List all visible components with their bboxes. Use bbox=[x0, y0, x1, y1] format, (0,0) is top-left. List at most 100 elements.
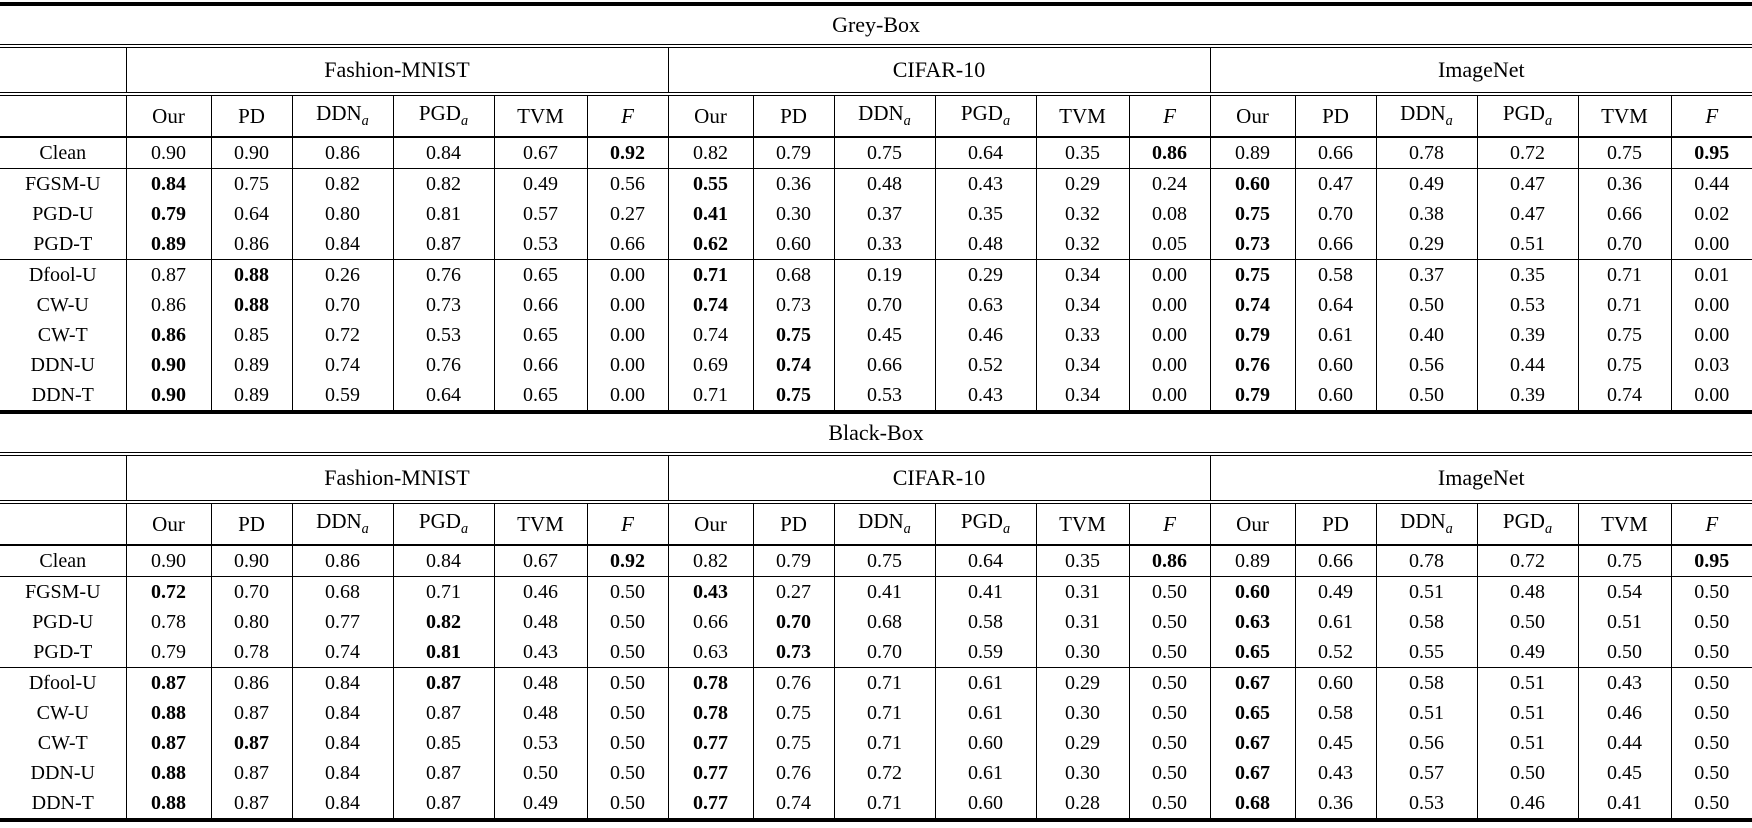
value-cell: 0.72 bbox=[833, 758, 935, 788]
table-row: PGD-U 0.78 0.80 0.77 0.82 0.48 0.50 0.66 0.70 0.6… bbox=[0, 607, 1752, 637]
column-header-subscript: a bbox=[1002, 113, 1011, 130]
row-label: DDN-T bbox=[31, 383, 94, 406]
column-header: PD bbox=[210, 502, 292, 546]
value-cell: 0.45 bbox=[1294, 728, 1376, 758]
column-header-label: DDN bbox=[1400, 509, 1446, 534]
column-header-subscript: a bbox=[903, 113, 911, 130]
column-header-subscript: a bbox=[361, 521, 369, 538]
value-cell: 0.50 bbox=[1128, 788, 1210, 820]
value-cell: 0.50 bbox=[586, 788, 668, 820]
corner-cell bbox=[0, 46, 126, 96]
value-cell: 0.00 bbox=[1670, 229, 1752, 260]
value-cell: 0.50 bbox=[586, 758, 668, 788]
value-cell: 0.89 bbox=[1209, 137, 1295, 169]
value-cell: 0.79 bbox=[752, 545, 834, 577]
value-cell: 0.65 bbox=[493, 320, 587, 350]
value-cell: 0.78 bbox=[667, 698, 753, 728]
value-cell: 0.48 bbox=[493, 698, 587, 728]
value-cell: 0.79 bbox=[125, 637, 211, 668]
value-cell: 0.95 bbox=[1670, 545, 1752, 577]
value-cell: 0.50 bbox=[1670, 607, 1752, 637]
value-cell: 0.41 bbox=[833, 576, 935, 607]
column-header-label: Our bbox=[1236, 511, 1269, 536]
column-header-label: F bbox=[621, 511, 634, 536]
column-header-label: Our bbox=[152, 103, 185, 128]
value-cell: 0.54 bbox=[1577, 576, 1671, 607]
value-cell: 0.61 bbox=[934, 667, 1036, 698]
value-cell: 0.76 bbox=[392, 350, 494, 380]
value-cell: 0.87 bbox=[392, 698, 494, 728]
value-cell: 0.64 bbox=[934, 137, 1036, 169]
value-cell: 0.86 bbox=[210, 229, 292, 260]
value-cell: 0.80 bbox=[210, 607, 292, 637]
value-cell: 0.78 bbox=[1375, 545, 1477, 577]
dataset-header: ImageNet bbox=[1209, 46, 1752, 96]
table-row: FGSM-U 0.72 0.70 0.68 0.71 0.46 0.50 0.43 0.27 0.… bbox=[0, 576, 1752, 607]
value-cell: 0.66 bbox=[1294, 229, 1376, 260]
row-label: FGSM-U bbox=[24, 172, 101, 195]
column-header: PGDa bbox=[1476, 94, 1578, 138]
value-cell: 0.92 bbox=[586, 137, 668, 169]
column-header: TVM bbox=[1577, 502, 1671, 546]
column-header-label: PGD bbox=[960, 509, 1003, 534]
value-cell: 0.35 bbox=[1035, 137, 1129, 169]
value-cell: 0.53 bbox=[493, 728, 587, 758]
value-cell: 0.65 bbox=[1209, 698, 1295, 728]
value-cell: 0.00 bbox=[586, 380, 668, 412]
value-cell: 0.87 bbox=[392, 788, 494, 820]
column-header: PGDa bbox=[392, 502, 494, 546]
value-cell: 0.66 bbox=[586, 229, 668, 260]
value-cell: 0.41 bbox=[934, 576, 1036, 607]
value-cell: 0.86 bbox=[291, 545, 393, 577]
value-cell: 0.89 bbox=[210, 380, 292, 412]
value-cell: 0.63 bbox=[1209, 607, 1295, 637]
value-cell: 0.63 bbox=[934, 290, 1036, 320]
value-cell: 0.88 bbox=[210, 259, 292, 290]
value-cell: 0.79 bbox=[125, 199, 211, 229]
value-cell: 0.75 bbox=[752, 320, 834, 350]
results-table-grey-box: Grey-Box Fashion-MNIST CIFAR-10 ImageNet Our… bbox=[0, 2, 1752, 414]
column-header: Our bbox=[1209, 94, 1295, 138]
value-cell: 0.00 bbox=[586, 290, 668, 320]
value-cell: 0.50 bbox=[1670, 698, 1752, 728]
row-label: CW-T bbox=[37, 731, 88, 754]
value-cell: 0.50 bbox=[586, 607, 668, 637]
value-cell: 0.52 bbox=[934, 350, 1036, 380]
value-cell: 0.66 bbox=[493, 290, 587, 320]
section-title: Grey-Box bbox=[0, 4, 1752, 48]
value-cell: 0.58 bbox=[1294, 259, 1376, 290]
value-cell: 0.48 bbox=[1476, 576, 1578, 607]
column-header: DDNa bbox=[833, 502, 935, 546]
value-cell: 0.00 bbox=[1670, 380, 1752, 412]
value-cell: 0.75 bbox=[752, 380, 834, 412]
dataset-header: CIFAR-10 bbox=[667, 454, 1210, 504]
value-cell: 0.50 bbox=[586, 576, 668, 607]
value-cell: 0.45 bbox=[1577, 758, 1671, 788]
column-header: TVM bbox=[1577, 94, 1671, 138]
value-cell: 0.73 bbox=[392, 290, 494, 320]
value-cell: 0.57 bbox=[1375, 758, 1477, 788]
column-header-label: PD bbox=[780, 511, 807, 536]
value-cell: 0.31 bbox=[1035, 576, 1129, 607]
value-cell: 0.66 bbox=[667, 607, 753, 637]
row-label: DDN-T bbox=[31, 791, 94, 814]
column-header-label: F bbox=[1705, 511, 1719, 536]
column-header: DDNa bbox=[291, 502, 393, 546]
value-cell: 0.76 bbox=[752, 758, 834, 788]
value-cell: 0.84 bbox=[291, 728, 393, 758]
value-cell: 0.29 bbox=[1375, 229, 1477, 260]
column-header-label: PD bbox=[1322, 511, 1349, 536]
value-cell: 0.78 bbox=[210, 637, 292, 668]
value-cell: 0.89 bbox=[210, 350, 292, 380]
column-header-label: PD bbox=[238, 511, 265, 536]
value-cell: 0.71 bbox=[667, 259, 753, 290]
column-header-label: Our bbox=[694, 103, 727, 128]
value-cell: 0.87 bbox=[392, 667, 494, 698]
column-header: Our bbox=[125, 502, 211, 546]
column-header: F bbox=[1670, 94, 1752, 138]
value-cell: 0.61 bbox=[1294, 320, 1376, 350]
column-header: Our bbox=[125, 94, 211, 138]
value-cell: 0.68 bbox=[752, 259, 834, 290]
value-cell: 0.43 bbox=[934, 380, 1036, 412]
column-header: DDNa bbox=[1375, 502, 1477, 546]
